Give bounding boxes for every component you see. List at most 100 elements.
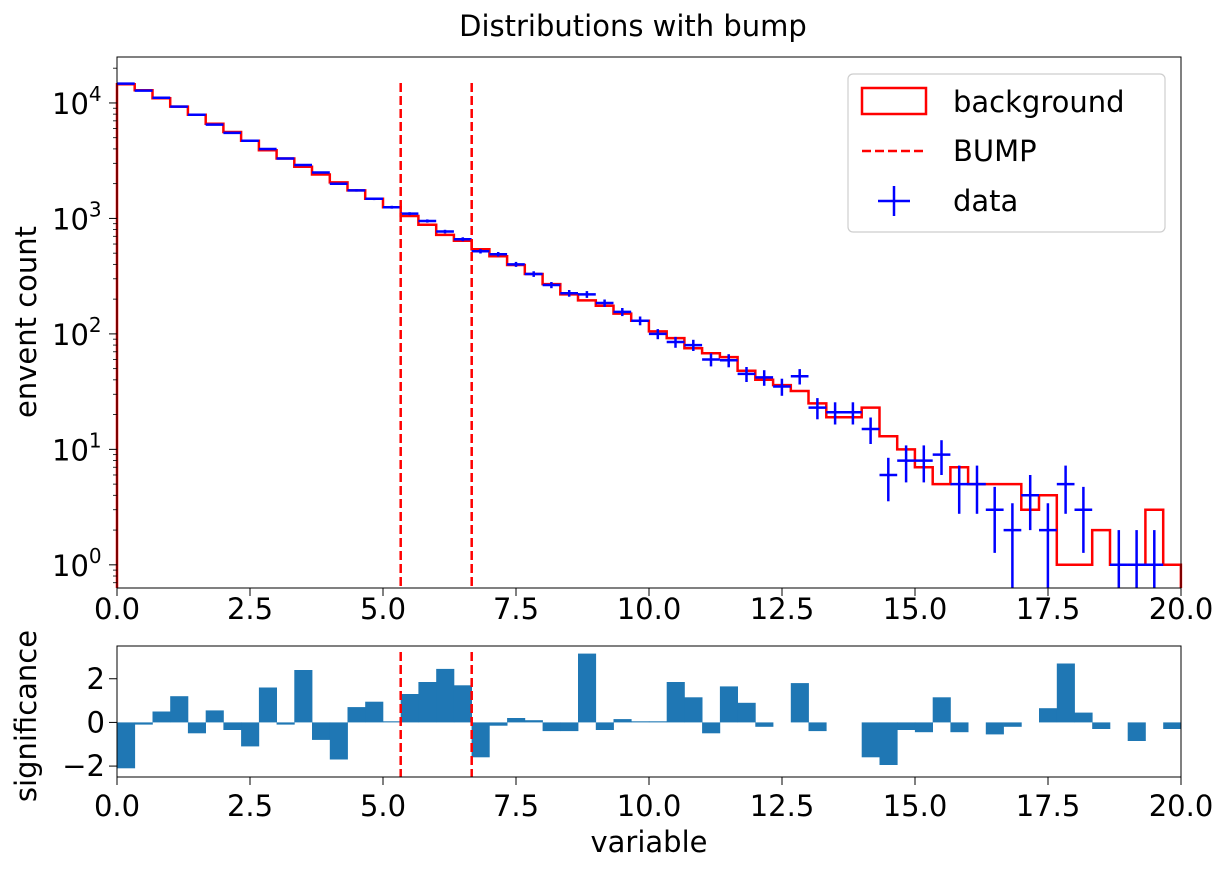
significance-bar [914, 722, 933, 733]
significance-bar [985, 722, 1004, 735]
data-points [117, 82, 1164, 588]
significance-bar [1163, 722, 1182, 729]
significance-bar [932, 697, 951, 723]
x-tick-label: 17.5 [1016, 789, 1081, 823]
significance-bar [223, 722, 242, 730]
significance-bar [1039, 708, 1058, 723]
x-tick-label: 2.5 [227, 789, 273, 823]
significance-bar [666, 682, 685, 723]
significance-bar [631, 721, 650, 723]
significance-bar [383, 721, 402, 723]
significance-bar [152, 711, 171, 723]
significance-bar [418, 682, 437, 723]
significance-bar [702, 722, 721, 734]
significance-bar [879, 722, 898, 765]
x-axis-label: variable [591, 825, 708, 859]
significance-bar [560, 722, 579, 732]
significance-bar [578, 653, 597, 723]
significance-bar [347, 707, 366, 723]
significance-bars [117, 653, 1182, 769]
y-tick-label: −2 [62, 749, 105, 783]
significance-bar [1074, 712, 1093, 723]
significance-bar [329, 722, 348, 760]
x-tick-label: 7.5 [493, 789, 539, 823]
significance-bar [613, 719, 632, 723]
significance-bar [719, 686, 738, 723]
x-tick-label: 0.0 [94, 592, 140, 626]
y-tick-label: 0 [87, 705, 105, 739]
significance-bar [170, 696, 189, 723]
legend-data-label: data [953, 184, 1018, 218]
significance-bar [542, 722, 561, 732]
y-tick-label: 2 [87, 662, 105, 696]
x-tick-label: 2.5 [227, 592, 273, 626]
y-tick-label: 100 [52, 544, 102, 583]
significance-bar [436, 668, 455, 723]
legend: background BUMP data [847, 73, 1166, 233]
x-tick-label: 20.0 [1149, 592, 1214, 626]
x-tick-label: 7.5 [493, 592, 539, 626]
bottom-bump-lines [399, 652, 473, 777]
significance-bar [790, 683, 809, 723]
y-tick-label: 102 [52, 313, 102, 352]
significance-bar [1127, 722, 1146, 741]
significance-bar [755, 722, 774, 727]
x-tick-label: 17.5 [1016, 592, 1081, 626]
significance-bar [737, 702, 756, 723]
significance-bar [400, 694, 419, 723]
x-tick-label: 5.0 [360, 789, 406, 823]
x-tick-label: 12.5 [750, 789, 815, 823]
top-x-axis: 0.0 2.5 5.0 7.5 10.0 12.5 15.0 17.5 20.0 [94, 588, 1213, 626]
x-tick-label: 20.0 [1149, 789, 1214, 823]
x-tick-label: 10.0 [617, 592, 682, 626]
significance-bar [489, 722, 508, 726]
significance-bar [241, 722, 260, 747]
bottom-x-axis: 0.0 2.5 5.0 7.5 10.0 12.5 15.0 17.5 20.0 [94, 777, 1213, 823]
significance-bar [595, 722, 614, 730]
x-tick-label: 15.0 [883, 789, 948, 823]
x-tick-label: 5.0 [360, 592, 406, 626]
significance-bar [471, 722, 490, 758]
x-tick-label: 12.5 [750, 592, 815, 626]
significance-bar [1092, 722, 1111, 729]
significance-bar [1003, 722, 1022, 727]
bottom-y-axis-label: significance [9, 630, 43, 802]
y-tick-exponent: 0 [89, 544, 102, 568]
significance-bar [294, 670, 313, 723]
y-tick-label: 103 [52, 197, 102, 236]
bottom-y-axis: 2 0 −2 [62, 662, 117, 783]
significance-bar [187, 722, 206, 734]
bump-lines [399, 83, 473, 588]
significance-bar [205, 710, 224, 723]
y-tick-label: 101 [52, 428, 102, 467]
chart-title: Distributions with bump [459, 9, 807, 43]
bottom-panel: 2 0 −2 0.0 2.5 5.0 7.5 10.0 12.5 15.0 17.5 20.0 si… [9, 630, 1213, 859]
x-tick-label: 0.0 [94, 789, 140, 823]
significance-bar [312, 722, 331, 740]
legend-background-swatch [860, 86, 928, 116]
significance-bar [1056, 663, 1075, 723]
x-tick-label: 15.0 [883, 592, 948, 626]
significance-bar [134, 722, 153, 725]
y-tick-exponent: 1 [89, 428, 102, 452]
significance-bar [861, 722, 880, 758]
significance-bar [648, 721, 667, 723]
significance-bar [808, 722, 827, 732]
significance-bar [897, 722, 916, 730]
significance-bar [258, 687, 277, 723]
significance-bar [524, 720, 543, 723]
significance-bar [684, 697, 703, 723]
y-tick-exponent: 3 [89, 197, 102, 221]
legend-background-label: background [953, 85, 1125, 119]
y-tick-exponent: 4 [89, 82, 102, 106]
significance-bar [365, 701, 384, 723]
significance-bar [507, 718, 526, 723]
top-y-axis-label: envent count [9, 226, 43, 418]
y-tick-label: 104 [52, 82, 102, 121]
significance-bar [453, 685, 472, 723]
significance-bar [117, 722, 136, 769]
legend-bump-label: BUMP [953, 134, 1037, 168]
